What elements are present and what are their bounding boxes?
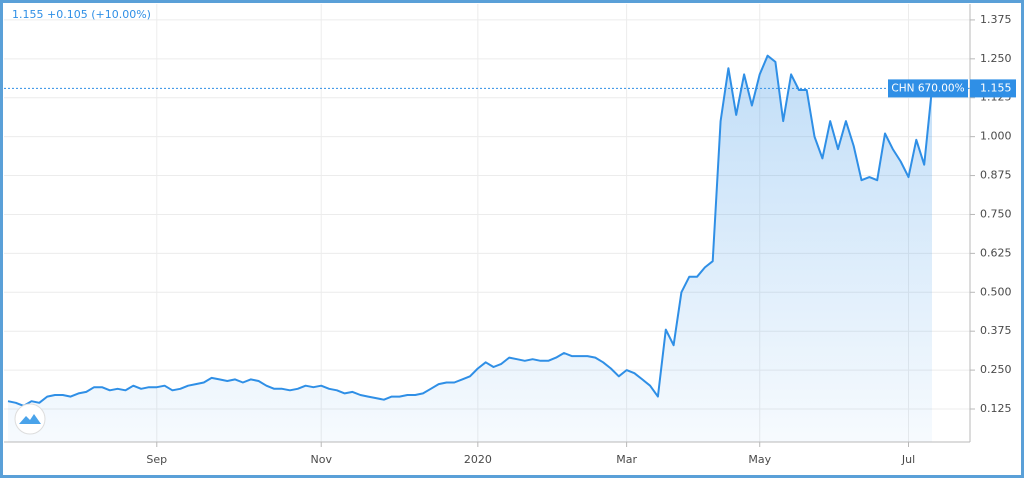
x-tick-label: Mar bbox=[616, 453, 637, 466]
plot bbox=[4, 54, 970, 442]
price-tags: CHN 670.00% 1.155 bbox=[888, 79, 1016, 98]
y-tick-label: 0.625 bbox=[980, 246, 1012, 259]
logo-icon[interactable] bbox=[19, 414, 41, 424]
header: 1.155 +0.105 (+10.00%) bbox=[12, 8, 151, 21]
price-tag bbox=[970, 79, 1016, 98]
symbol-tag bbox=[888, 79, 968, 98]
price-tag-label: 1.155 bbox=[980, 81, 1012, 94]
logo[interactable] bbox=[14, 403, 46, 435]
area bbox=[8, 55, 932, 442]
x-tick-label: Nov bbox=[310, 453, 332, 466]
symbol-tag-label: CHN 670.00% bbox=[891, 82, 964, 94]
y-tick-label: 0.375 bbox=[980, 324, 1012, 337]
y-tick-label: 0.125 bbox=[980, 402, 1012, 415]
y-tick-label: 1.250 bbox=[980, 52, 1012, 65]
y-tick-label: 0.875 bbox=[980, 169, 1012, 182]
x-tick-label: 2020 bbox=[464, 453, 492, 466]
x-tick-label: May bbox=[748, 453, 771, 466]
y-tick-label: 1.000 bbox=[980, 130, 1012, 143]
y-tick-label: 0.250 bbox=[980, 363, 1012, 376]
x-tick-label: Sep bbox=[146, 453, 167, 466]
grid: 0.125 0.250 0.375 0.500 0.625 0.750 0.875 1.000… bbox=[4, 4, 1012, 466]
y-tick-label: 1.375 bbox=[980, 13, 1012, 26]
price-line bbox=[7, 54, 933, 407]
logo-circle[interactable] bbox=[14, 403, 46, 435]
y-tick-label: 0.500 bbox=[980, 285, 1012, 298]
x-tick-label: Jul bbox=[901, 453, 915, 466]
y-tick-label: 0.750 bbox=[980, 207, 1012, 220]
